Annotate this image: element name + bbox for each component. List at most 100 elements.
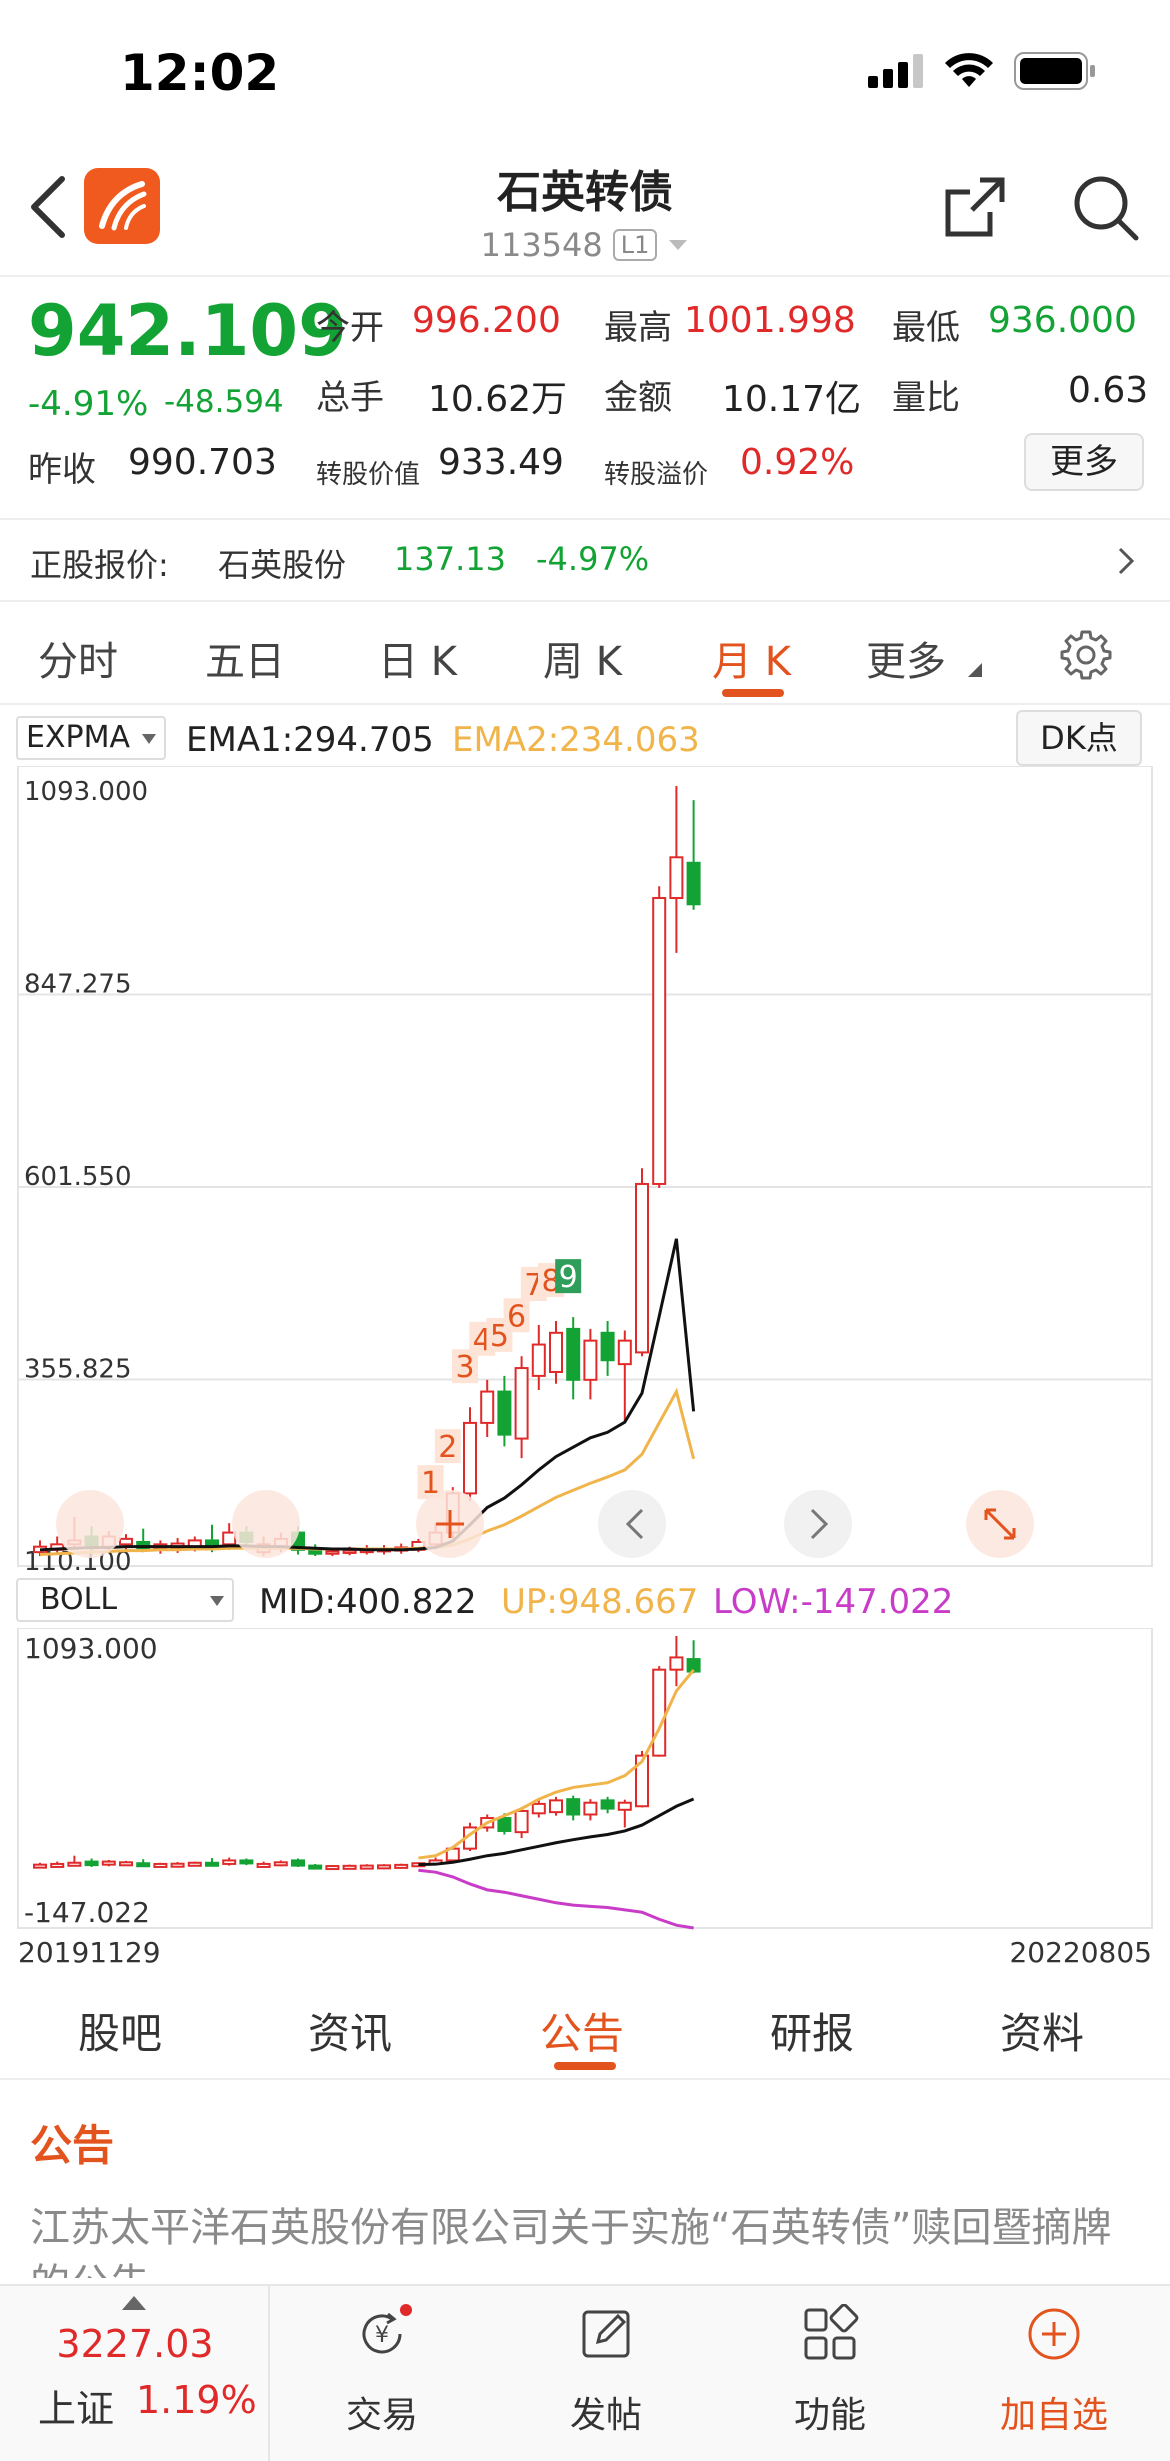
edit-icon (582, 2310, 630, 2358)
sequence-badge (434, 1429, 461, 1464)
back-icon[interactable] (26, 175, 70, 239)
candle-body (635, 1754, 649, 1808)
boll-up: UP:948.667 (501, 1582, 699, 1622)
crosshair-glyph (436, 1510, 464, 1538)
sequence-label: 1 (421, 1466, 440, 1501)
candle-body (531, 1343, 546, 1377)
tab-5day[interactable]: 五日 (205, 639, 285, 685)
boll-name: BOLL (40, 1582, 118, 1617)
y-tick-label: 601.550 (24, 1162, 132, 1192)
tab-daily[interactable]: 日 K (378, 639, 457, 685)
change-amt: -48.594 (164, 384, 284, 420)
candle-body (549, 1331, 563, 1373)
vol-ratio-value: 0.63 (1068, 370, 1149, 411)
conv-value-label: 转股价值 (316, 460, 421, 490)
candle-body (531, 1802, 546, 1815)
tab-monthly[interactable]: 月 K (712, 639, 791, 685)
add-watchlist-button[interactable]: 加自选 (942, 2286, 1166, 2461)
announcement-item[interactable]: 江苏太平洋石英股份有限公司关于实施“石英转债”赎回暨摘牌的公告 (30, 2205, 1112, 2278)
candle-body (549, 1799, 563, 1814)
candle-body (635, 1182, 649, 1354)
candle-body (119, 1537, 133, 1546)
open-label: 今开 (316, 308, 384, 348)
candle-body (153, 1862, 168, 1868)
sequence-label: 9 (559, 1260, 578, 1295)
grid-icon (804, 2304, 859, 2360)
dropdown-caret-icon (142, 734, 156, 744)
stock-price: 137.13 (394, 540, 506, 578)
period-tabs: 分时 五日 日 K 周 K 月 K 更多 (0, 605, 1170, 705)
trade-icon: ¥ (362, 2304, 412, 2354)
app-logo (84, 168, 160, 244)
high-value: 1001.998 (684, 300, 856, 341)
tab-news[interactable]: 资讯 (308, 2009, 393, 2058)
prev-close-value: 990.703 (128, 442, 277, 483)
chart-frame (17, 1628, 1153, 1929)
candle-body (256, 1862, 271, 1868)
share-icon[interactable] (940, 172, 1010, 242)
candle-body (136, 1862, 151, 1868)
candle-body (566, 1327, 581, 1381)
search-icon[interactable] (1070, 172, 1140, 242)
x-start-label: 20191129 (18, 1936, 161, 1969)
title-block: 石英转债 113548 L1 (0, 156, 1170, 264)
sequence-label: 3 (455, 1350, 474, 1385)
high-label: 最高 (604, 308, 672, 348)
candle-body (497, 1390, 512, 1436)
candle-body (50, 1862, 65, 1868)
page-title: 石英转债 (497, 167, 673, 218)
tab-intraday[interactable]: 分时 (38, 639, 118, 685)
underlying-stock-row[interactable]: 正股报价: 石英股份 137.13 -4.97% (0, 518, 1170, 602)
candle-body (325, 1550, 340, 1555)
functions-button[interactable]: 功能 (718, 2286, 942, 2461)
stock-name: 石英股份 (218, 546, 347, 584)
settings-gear-icon[interactable] (1060, 629, 1112, 681)
candle-body (514, 1809, 529, 1834)
candle-body (566, 1798, 581, 1816)
candle-body (101, 1860, 116, 1866)
tab-profile[interactable]: 资料 (1000, 2009, 1085, 2058)
expma-name: EXPMA (26, 720, 131, 755)
ema2-line (39, 1387, 696, 1557)
index-ticker[interactable]: 3227.03 上证 1.19% (0, 2286, 270, 2461)
tab-forum[interactable]: 股吧 (78, 2009, 163, 2058)
candle-body (686, 1658, 701, 1673)
candle-body (686, 861, 701, 906)
candle-body (291, 1859, 305, 1867)
tab-announcements[interactable]: 公告 (540, 2009, 625, 2058)
code-row[interactable]: 113548 L1 (0, 226, 1170, 264)
boll-chart[interactable]: 1093.000 -147.022 20191129 20220805 (0, 1628, 1170, 1973)
wifi-icon (945, 53, 993, 87)
post-button[interactable]: 发帖 (494, 2286, 718, 2461)
caret-down-icon (669, 240, 688, 250)
conv-premium-value: 0.92% (740, 442, 855, 483)
conv-value: 933.49 (438, 442, 564, 483)
stock-change: -4.97% (536, 540, 650, 578)
expma-selector[interactable]: EXPMA (16, 716, 166, 760)
candle-body (187, 1861, 202, 1867)
candle-body (377, 1864, 391, 1870)
boll-low-line (418, 1868, 694, 1930)
boll-mid: MID:400.822 (259, 1582, 477, 1622)
expma-row: EXPMA EMA1:294.705 EMA2:234.063 DK点 (16, 710, 1156, 766)
index-name: 上证 (38, 2387, 115, 2431)
candle-body (463, 1421, 477, 1495)
candle-body (497, 1817, 512, 1832)
more-button[interactable]: 更多 (1024, 433, 1144, 491)
kline-chart[interactable]: 1093.000847.275601.550355.825110.1001234… (0, 766, 1170, 1576)
candle-body (170, 1862, 185, 1868)
boll-selector[interactable]: BOLL (16, 1578, 234, 1622)
tab-research[interactable]: 研报 (770, 2009, 855, 2058)
trade-button[interactable]: ¥ 交易 (270, 2286, 494, 2461)
up-arrow-icon (122, 2296, 146, 2310)
y-tick-label: 1093.000 (24, 1632, 158, 1665)
dk-point-button[interactable]: DK点 (1016, 710, 1142, 766)
amount-value: 10.17亿 (722, 379, 862, 420)
tab-more[interactable]: 更多 (866, 639, 946, 685)
candle-body (273, 1861, 288, 1867)
candle-body (480, 1390, 495, 1424)
candle-body (342, 1864, 357, 1870)
low-value: 936.000 (988, 300, 1137, 341)
tab-weekly[interactable]: 周 K (543, 639, 622, 685)
tab-underline (722, 689, 784, 697)
